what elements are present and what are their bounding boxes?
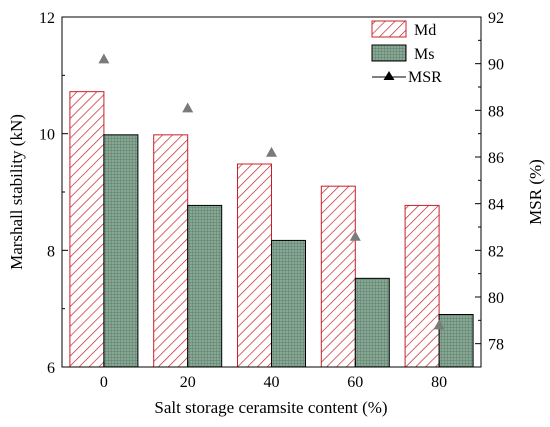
y-axis-title: Marshall stability (kN) bbox=[7, 114, 26, 270]
y2-tick-label-92: 92 bbox=[488, 10, 504, 27]
x-tick-label-20: 20 bbox=[180, 374, 196, 391]
legend-label-md: Md bbox=[414, 22, 436, 39]
x-tick-label-40: 40 bbox=[264, 374, 280, 391]
bar-md-0 bbox=[69, 91, 105, 368]
y2-axis-title: MSR (%) bbox=[526, 159, 545, 225]
x-tick-label-0: 0 bbox=[100, 374, 108, 391]
bars-layer bbox=[69, 91, 474, 368]
y-tick-label-6: 6 bbox=[47, 360, 55, 377]
y2-tick-label-80: 80 bbox=[488, 290, 504, 307]
y-tick-label-10: 10 bbox=[39, 127, 55, 144]
msr-point-60 bbox=[349, 230, 361, 241]
legend-marker-msr bbox=[383, 71, 395, 80]
msr-point-0 bbox=[98, 53, 110, 64]
bar-md-80 bbox=[404, 204, 440, 368]
y2-tick-label-90: 90 bbox=[488, 57, 504, 74]
legend-swatch-ms bbox=[371, 44, 407, 62]
x-tick-label-80: 80 bbox=[431, 374, 447, 391]
x-axis: 0 20 40 60 80 bbox=[100, 361, 447, 391]
y2-tick-label-88: 88 bbox=[488, 103, 504, 120]
x-tick-label-60: 60 bbox=[347, 374, 363, 391]
bar-ms-20 bbox=[187, 204, 223, 368]
msr-point-40 bbox=[266, 146, 277, 157]
bar-ms-80 bbox=[438, 314, 474, 368]
bar-ms-40 bbox=[271, 239, 306, 368]
bar-md-40 bbox=[237, 163, 272, 368]
bar-ms-60 bbox=[354, 277, 390, 368]
msr-markers-layer bbox=[98, 53, 445, 330]
legend: Md Ms MSR bbox=[371, 20, 442, 86]
legend-label-ms: Ms bbox=[414, 46, 434, 63]
right-y-axis: 78 80 82 84 86 88 90 92 bbox=[475, 10, 504, 368]
y-tick-label-8: 8 bbox=[47, 243, 55, 260]
left-y-axis: 6 8 10 12 bbox=[39, 10, 68, 377]
legend-label-msr: MSR bbox=[408, 69, 442, 86]
bar-ms-0 bbox=[103, 134, 139, 368]
y2-tick-label-84: 84 bbox=[488, 197, 504, 214]
bar-md-20 bbox=[153, 134, 189, 368]
msr-point-20 bbox=[182, 102, 194, 113]
y2-tick-label-78: 78 bbox=[488, 337, 504, 354]
y2-tick-label-82: 82 bbox=[488, 243, 504, 260]
y-tick-label-12: 12 bbox=[39, 10, 55, 27]
msr-point-80 bbox=[433, 319, 445, 330]
legend-swatch-md bbox=[371, 20, 407, 38]
bar-md-60 bbox=[320, 185, 356, 368]
y2-tick-label-86: 86 bbox=[488, 150, 504, 167]
x-axis-title: Salt storage ceramsite content (%) bbox=[154, 398, 387, 417]
